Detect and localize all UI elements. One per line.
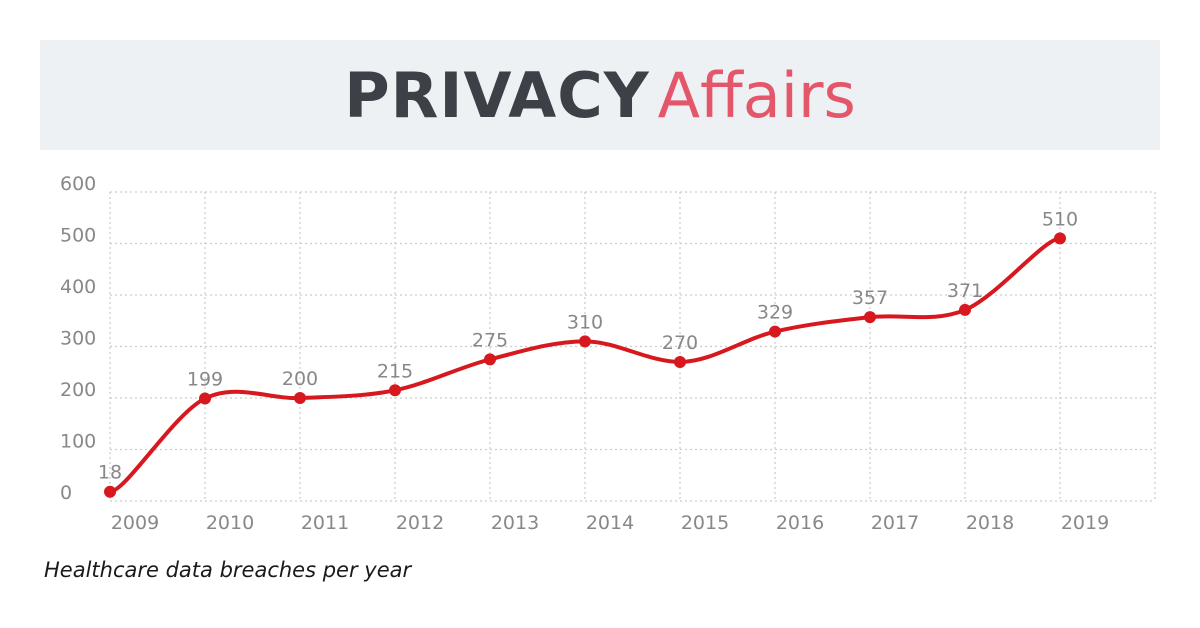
x-tick-label: 2012 [396, 512, 444, 534]
y-tick-label: 500 [60, 225, 96, 247]
data-point [104, 485, 116, 498]
y-tick-label: 200 [60, 379, 96, 401]
brand-logo: PRIVACY Affairs [344, 59, 856, 132]
data-point [959, 303, 971, 316]
y-tick-label: 0 [60, 482, 72, 504]
y-tick-label: 300 [60, 328, 96, 350]
x-tick-label: 2011 [301, 512, 349, 534]
data-label: 275 [472, 329, 508, 351]
brand-banner: PRIVACY Affairs [40, 40, 1160, 150]
chart-caption: Healthcare data breaches per year [44, 558, 412, 582]
data-point [199, 392, 211, 405]
data-label: 357 [852, 287, 888, 309]
data-label: 371 [947, 280, 983, 302]
x-tick-label: 2019 [1061, 512, 1109, 534]
data-point [389, 384, 401, 397]
data-point [1054, 232, 1066, 245]
data-point [769, 325, 781, 338]
line-chart: 0 100 200 300 400 500 600 2009 2010 2011 2012 2013 2… [60, 173, 1156, 534]
x-tick-label: 2014 [586, 512, 634, 534]
x-tick-label: 2018 [966, 512, 1014, 534]
x-tick-label: 2013 [491, 512, 539, 534]
x-tick-label: 2015 [681, 512, 729, 534]
data-label: 18 [98, 462, 122, 484]
y-tick-label: 400 [60, 276, 96, 298]
data-label: 200 [282, 368, 318, 390]
data-point [864, 311, 876, 324]
data-point [674, 355, 686, 368]
y-tick-label: 100 [60, 431, 96, 453]
data-label: 329 [757, 302, 793, 324]
data-label: 310 [567, 311, 603, 333]
x-tick-label: 2016 [776, 512, 824, 534]
x-tick-label: 2010 [206, 512, 254, 534]
data-label: 215 [377, 360, 413, 382]
data-point [484, 353, 496, 366]
logo-privacy-text: PRIVACY [344, 58, 650, 132]
x-tick-label: 2017 [871, 512, 919, 534]
y-tick-label: 600 [60, 173, 96, 195]
logo-affairs-text: Affairs [657, 58, 856, 132]
data-point [579, 335, 591, 348]
data-label: 270 [662, 332, 698, 354]
x-tick-label: 2009 [111, 512, 159, 534]
data-label: 199 [187, 369, 223, 391]
data-point [294, 392, 306, 404]
data-label: 510 [1042, 208, 1078, 230]
